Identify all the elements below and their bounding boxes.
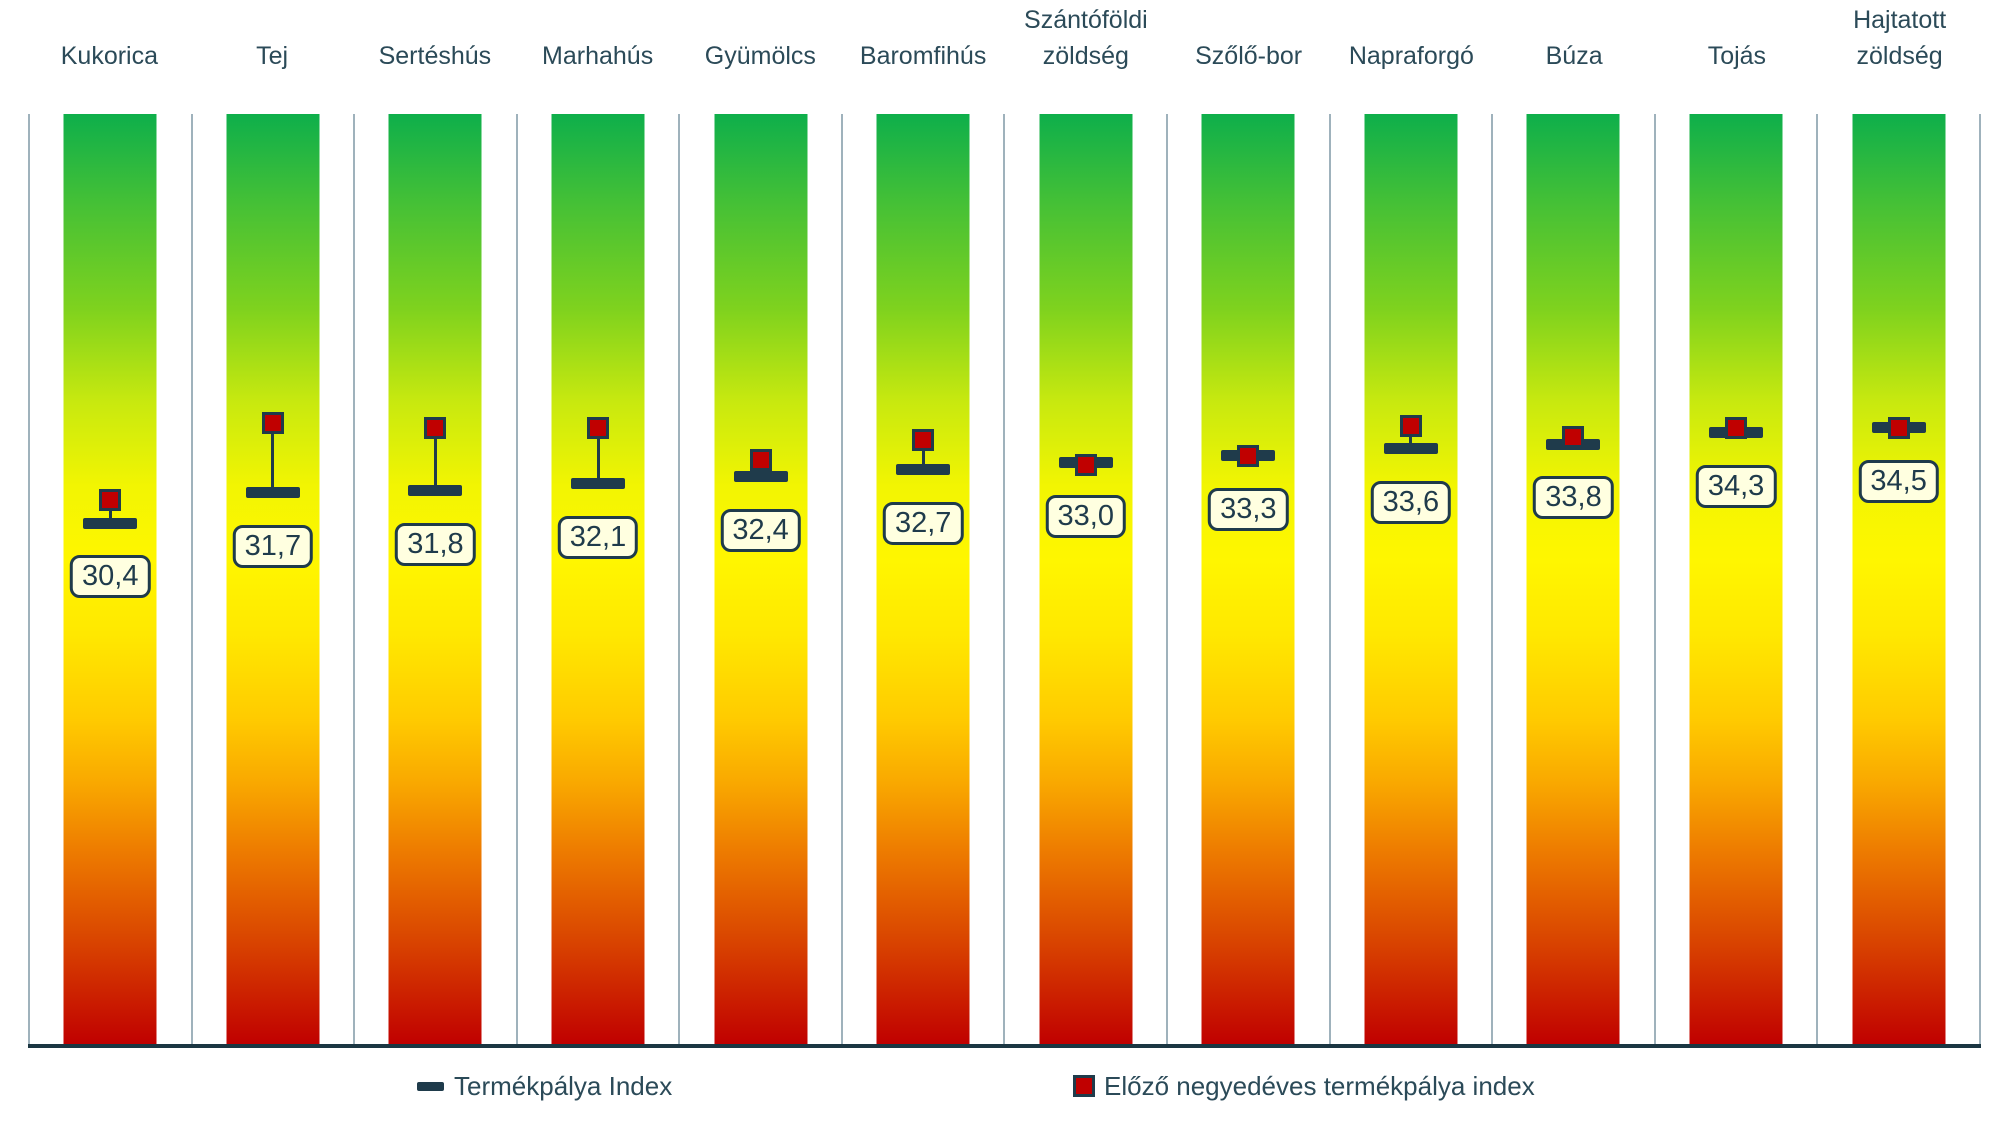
prev-index-square-marker (99, 488, 122, 511)
category-label: Hajtatott zöldség (1853, 5, 1947, 70)
index-dash-marker (83, 517, 138, 529)
prev-index-square-marker (424, 416, 447, 439)
gradient-scale-bar (1852, 114, 1946, 1044)
index-value-label: 34,3 (1695, 464, 1777, 508)
marker-connector-line (108, 499, 112, 524)
gradient-scale-bar (1039, 114, 1133, 1044)
category-label: Baromfihús (859, 41, 987, 70)
prev-index-square-marker (1074, 454, 1097, 477)
dash-marker-icon (417, 1081, 444, 1091)
gradient-scale-bar (1689, 114, 1783, 1044)
category-column: 30,4 (28, 114, 191, 1044)
prev-index-square-marker (1725, 416, 1748, 439)
category-column: 33,3 (1166, 114, 1329, 1044)
prev-index-square-marker (1399, 414, 1422, 437)
prev-index-square-marker (1562, 426, 1585, 449)
index-value-label: 32,4 (720, 508, 801, 552)
gradient-scale-bar (1526, 114, 1620, 1044)
index-value-label: 32,1 (557, 515, 639, 559)
category-label: Gyümölcs (704, 41, 816, 70)
marker-connector-line (433, 427, 437, 491)
index-value-label: 33,0 (1045, 494, 1126, 538)
index-value-label: 31,8 (395, 522, 476, 566)
index-value-label: 32,7 (882, 501, 964, 545)
marker-connector-line (271, 423, 275, 493)
prev-index-square-marker (749, 449, 772, 472)
index-dash-marker (1383, 443, 1438, 455)
category-column: 33,6 (1328, 114, 1492, 1044)
category-column: 34,5 (1816, 114, 1981, 1044)
index-value-label: 31,7 (232, 524, 314, 568)
marker-connector-line (1409, 425, 1413, 449)
prev-index-square-marker (261, 412, 284, 435)
prev-index-square-marker (1237, 444, 1260, 467)
category-column: 32,1 (515, 114, 679, 1044)
gradient-scale-bar (714, 114, 808, 1044)
red-square-marker-icon (1073, 1075, 1095, 1097)
category-label: Szőlő-bor (1195, 41, 1303, 70)
category-label: Szántóföldi zöldség (1024, 5, 1148, 70)
index-dash-marker (896, 464, 951, 476)
category-column: 32,4 (678, 114, 841, 1044)
category-labels-row: Kukorica Tej Sertéshús Marhahús Gyümölcs Baro… (28, 0, 1981, 114)
legend-item-prev-index: Előző negyedéves termékpálya index (1073, 1066, 1535, 1106)
category-label: Kukorica (60, 41, 158, 70)
prev-index-square-marker (587, 416, 610, 439)
legend-label-index: Termékpálya Index (454, 1070, 673, 1101)
category-label: Tojás (1707, 41, 1767, 70)
category-column: 34,3 (1653, 114, 1817, 1044)
index-dash-marker (733, 471, 788, 483)
category-label: Marhahús (542, 41, 654, 70)
prev-index-square-marker (1887, 416, 1910, 439)
category-column: 33,0 (1003, 114, 1166, 1044)
index-dash-marker (245, 487, 300, 499)
plot-area: 30,4 31,7 31,8 32,1 32,4 32,7 33,0 33,3 33,6 33,8… (28, 114, 1981, 1048)
prev-index-square-marker (912, 428, 935, 451)
legend-label-prev-index: Előző negyedéves termékpálya index (1104, 1070, 1535, 1101)
marker-connector-line (921, 439, 925, 470)
category-label: Sertéshús (378, 41, 492, 70)
index-value-label: 30,4 (70, 555, 151, 599)
legend-item-index: Termékpálya Index (417, 1066, 672, 1106)
gradient-scale-bar (1201, 114, 1295, 1044)
index-dash-marker (408, 485, 463, 497)
index-value-label: 34,5 (1858, 459, 1939, 503)
category-label: Tej (256, 41, 289, 70)
gradient-scale-bar (551, 114, 645, 1044)
category-column: 31,8 (353, 114, 516, 1044)
gradient-scale-bar (226, 114, 320, 1044)
marker-connector-line (596, 427, 600, 484)
category-column: 32,7 (840, 114, 1004, 1044)
index-value-label: 33,8 (1533, 476, 1614, 520)
gradient-scale-bar (1364, 114, 1458, 1044)
gradient-scale-bar (876, 114, 970, 1044)
gradient-scale-bar (388, 114, 482, 1044)
category-label: Napraforgó (1348, 41, 1474, 70)
index-value-label: 33,6 (1370, 480, 1452, 524)
index-dash-marker (571, 478, 626, 490)
category-column: 33,8 (1491, 114, 1654, 1044)
index-value-label: 33,3 (1208, 487, 1289, 531)
category-column: 31,7 (190, 114, 354, 1044)
category-label: Búza (1545, 41, 1603, 70)
